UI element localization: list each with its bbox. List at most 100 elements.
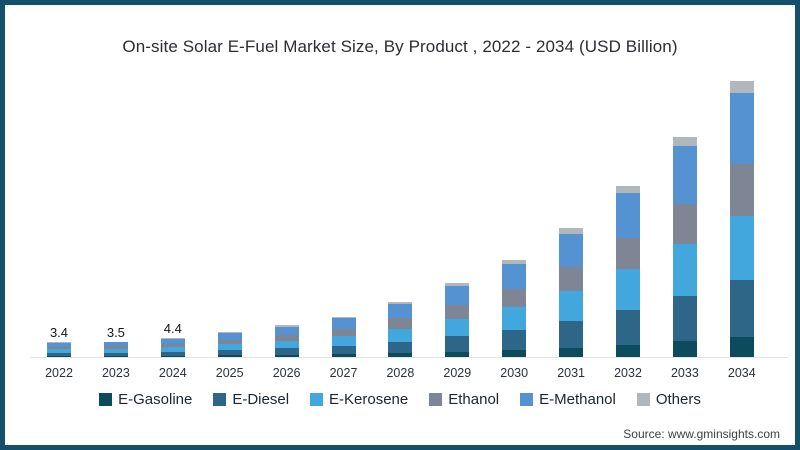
- bar-segment-ethanol-2024: [160, 343, 185, 348]
- bar-2030: [502, 259, 527, 357]
- bar-segment-e-gasoline-2025: [217, 355, 242, 357]
- legend-label: Others: [655, 391, 701, 408]
- bar-segment-e-gasoline-2032: [616, 344, 640, 357]
- legend-swatch-e-diesel: [213, 393, 227, 406]
- bar-segment-ethanol-2026: [274, 334, 299, 341]
- value-label-2024: 4.4: [163, 320, 182, 336]
- bar-segment-e-diesel-2025: [217, 350, 242, 356]
- bar-segment-e-diesel-2033: [672, 296, 697, 342]
- legend-item-others: Others: [636, 391, 701, 408]
- legend-label: E-Gasoline: [118, 391, 193, 408]
- bar-segment-others-2026: [274, 325, 299, 327]
- bar-segment-e-gasoline-2024: [160, 355, 185, 357]
- legend-item-e-gasoline: E-Gasoline: [99, 391, 192, 408]
- bar-segment-e-kerosene-2030: [502, 307, 527, 331]
- bar-2029: [445, 282, 470, 357]
- bar-segment-e-methanol-2030: [502, 263, 527, 290]
- x-axis-label-2026: 2026: [272, 366, 301, 380]
- bar-2032: [616, 185, 640, 357]
- bar-segment-e-diesel-2027: [331, 345, 356, 355]
- legend-item-ethanol: Ethanol: [429, 391, 499, 408]
- bar-segment-others-2027: [331, 316, 356, 319]
- x-axis-label-2023: 2023: [101, 366, 130, 380]
- bar-segment-e-methanol-2023: [103, 342, 128, 347]
- legend-swatch-e-methanol: [520, 393, 534, 406]
- bar-2033: [672, 137, 697, 357]
- bar-segment-ethanol-2028: [388, 318, 413, 329]
- legend-swatch-e-gasoline: [99, 393, 113, 406]
- bar-segment-ethanol-2022: [47, 346, 71, 350]
- bar-segment-e-methanol-2029: [445, 285, 470, 306]
- bar-segment-e-kerosene-2025: [217, 344, 242, 350]
- bar-segment-e-diesel-2031: [559, 321, 584, 348]
- bar-segment-ethanol-2023: [103, 346, 128, 350]
- x-axis-label-2030: 2030: [500, 366, 529, 380]
- bar-2028: [388, 301, 413, 357]
- source-credit: Source: www.gminsights.com: [623, 427, 780, 441]
- bar-2034: [729, 80, 754, 357]
- x-axis-label-2033: 2033: [670, 366, 699, 380]
- legend-swatch-ethanol: [429, 393, 443, 406]
- bar-segment-e-kerosene-2034: [729, 215, 754, 281]
- bar-segment-e-gasoline-2030: [502, 349, 527, 357]
- bar-segment-e-kerosene-2031: [559, 290, 584, 322]
- bar-segment-e-gasoline-2031: [559, 347, 584, 357]
- bar-segment-ethanol-2027: [331, 328, 356, 337]
- bar-segment-e-methanol-2025: [217, 333, 242, 340]
- bar-2026: [274, 325, 299, 357]
- bar-segment-ethanol-2032: [616, 237, 640, 270]
- bar-segment-e-diesel-2022: [47, 352, 71, 356]
- x-axis-label-2029: 2029: [443, 366, 472, 380]
- bar-2024: [160, 337, 185, 357]
- bar-segment-ethanol-2029: [445, 305, 470, 319]
- bar-segment-others-2024: [160, 337, 185, 339]
- bar-segment-e-kerosene-2028: [388, 328, 413, 342]
- x-axis-label-2028: 2028: [386, 366, 415, 380]
- bar-segment-e-gasoline-2026: [274, 354, 299, 357]
- bar-segment-e-methanol-2032: [616, 193, 640, 238]
- x-axis-label-2032: 2032: [614, 366, 642, 380]
- bar-segment-others-2030: [502, 259, 527, 264]
- bar-segment-e-methanol-2027: [331, 318, 356, 329]
- bar-segment-e-gasoline-2034: [729, 337, 754, 357]
- bar-segment-e-kerosene-2033: [672, 244, 697, 297]
- bar-segment-e-gasoline-2033: [672, 341, 697, 357]
- legend-label: E-Methanol: [539, 391, 616, 408]
- legend-item-e-methanol: E-Methanol: [520, 391, 616, 408]
- bar-segment-others-2023: [103, 341, 128, 343]
- bar-segment-others-2031: [559, 228, 584, 234]
- bar-segment-others-2025: [217, 331, 242, 333]
- x-axis-label-2022: 2022: [45, 366, 73, 380]
- bar-2031: [559, 228, 584, 357]
- x-axis-label-2025: 2025: [215, 366, 244, 380]
- bar-segment-e-kerosene-2023: [103, 349, 128, 353]
- bar-segment-ethanol-2034: [729, 164, 754, 216]
- bar-segment-e-kerosene-2032: [616, 269, 640, 310]
- x-axis-label-2027: 2027: [329, 366, 358, 380]
- x-axis-label-2034: 2034: [727, 366, 756, 380]
- bar-segment-e-methanol-2033: [672, 146, 697, 204]
- bar-segment-e-diesel-2030: [502, 330, 527, 350]
- bar-segment-ethanol-2030: [502, 289, 527, 308]
- bar-2027: [331, 316, 356, 357]
- legend-item-e-kerosene: E-Kerosene: [310, 391, 408, 408]
- bar-segment-ethanol-2025: [217, 339, 242, 345]
- bar-segment-ethanol-2033: [672, 203, 697, 245]
- bar-segment-e-methanol-2031: [559, 233, 584, 268]
- bar-segment-e-methanol-2024: [160, 338, 185, 344]
- bar-2025: [217, 331, 242, 357]
- bar-segment-others-2034: [729, 80, 754, 93]
- bar-segment-e-kerosene-2027: [331, 336, 356, 346]
- bar-segment-e-kerosene-2029: [445, 318, 470, 337]
- bar-segment-e-gasoline-2023: [103, 355, 128, 357]
- bar-2023: [103, 341, 128, 357]
- x-axis-line: [30, 357, 788, 358]
- legend-label: E-Diesel: [232, 391, 290, 408]
- bar-segment-e-diesel-2028: [388, 341, 413, 353]
- legend-swatch-e-kerosene: [310, 393, 324, 406]
- bar-segment-e-kerosene-2026: [274, 340, 299, 349]
- bar-segment-e-diesel-2032: [616, 309, 640, 345]
- legend: E-Gasoline E-Diesel E-Kerosene Ethanol E-Met…: [0, 391, 800, 408]
